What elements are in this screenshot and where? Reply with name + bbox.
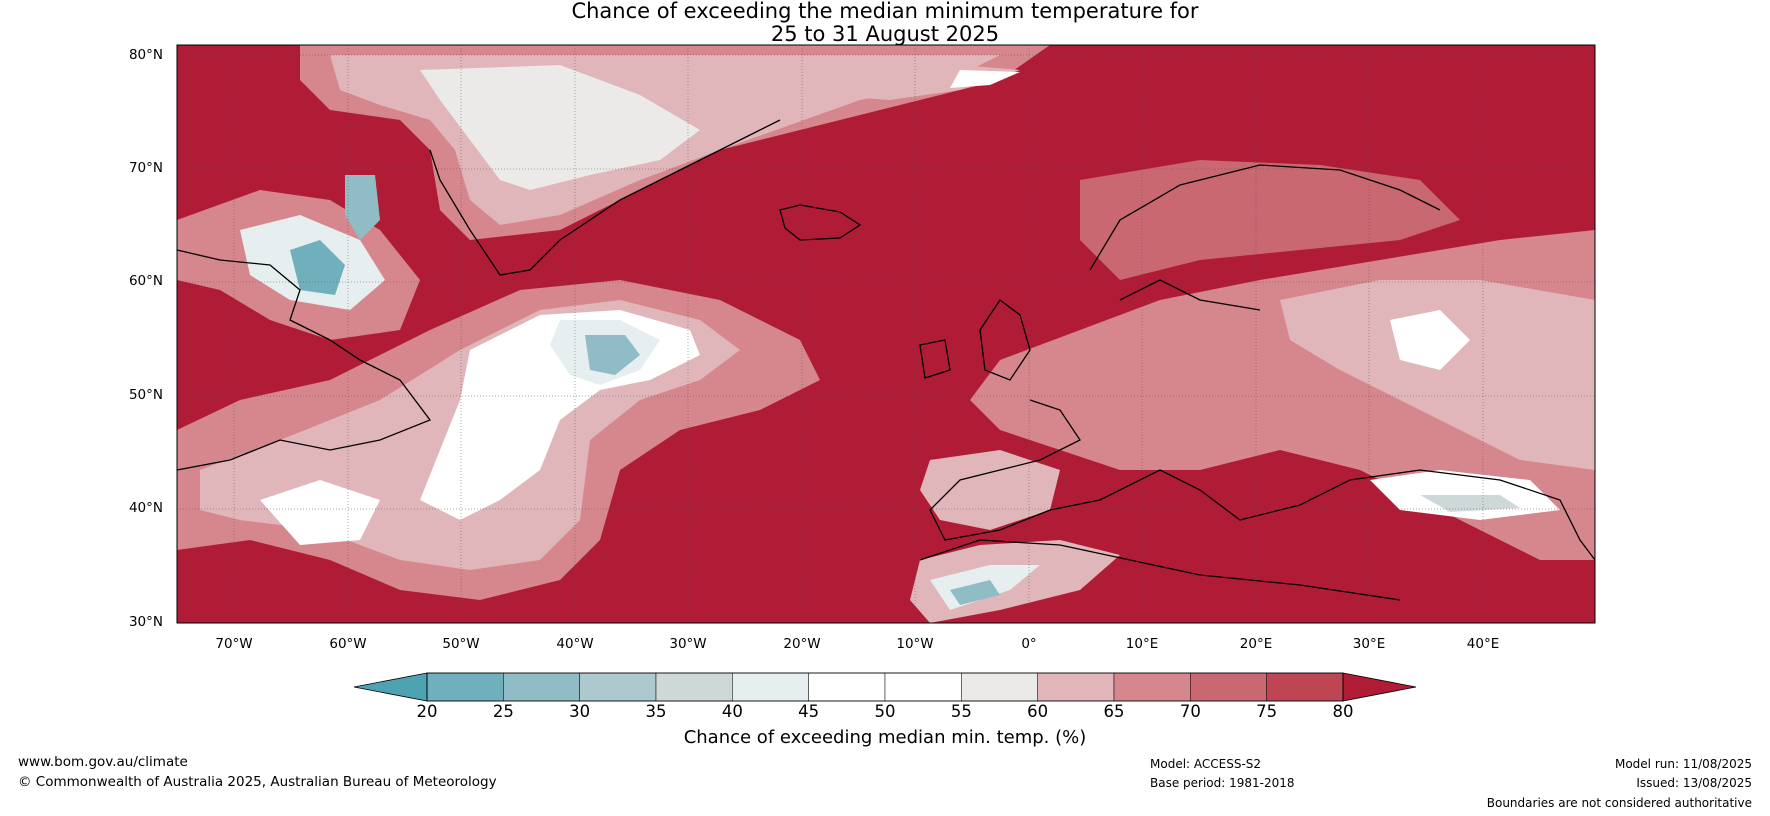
africa-zone-30 <box>950 580 1000 605</box>
lon-label-20w: 20°W <box>783 636 821 652</box>
colorbar-cell <box>579 672 657 702</box>
colorbar-cell <box>884 672 962 702</box>
great-britain-coast <box>979 299 1031 381</box>
colorbar-high-extend <box>1342 672 1417 702</box>
colorbar-tick-label: 50 <box>874 702 896 721</box>
russia-zone-65 <box>1280 280 1595 470</box>
iceland-coast <box>779 204 862 241</box>
colorbar-tick-label: 55 <box>950 702 972 721</box>
colorbar-cell <box>961 672 1038 702</box>
colorbar-tick-label: 65 <box>1103 702 1125 721</box>
footer-issued: Issued: 13/08/2025 <box>1636 776 1752 790</box>
lon-label-10w: 10°W <box>896 636 934 652</box>
ireland-coast <box>919 339 951 379</box>
lon-label-0: 0° <box>1021 636 1037 652</box>
colorbar-cell <box>655 672 733 702</box>
footer-disclaimer: Boundaries are not considered authoritat… <box>1486 796 1752 810</box>
atlantic-zone-30 <box>585 335 640 375</box>
lon-label-20e: 20°E <box>1239 636 1273 652</box>
lon-label-50w: 50°W <box>442 636 480 652</box>
coastlines <box>177 119 1595 601</box>
map-frame <box>176 44 1596 624</box>
map-title-line1: Chance of exceeding the median minimum t… <box>571 0 1199 23</box>
lon-label-30e: 30°E <box>1352 636 1386 652</box>
colorbar-tick-label: 80 <box>1332 702 1354 721</box>
black-sea-zone-35 <box>1420 495 1520 512</box>
colorbar-cell <box>732 672 809 702</box>
lat-label-70n: 70°N <box>128 160 163 176</box>
lat-label-40n: 40°N <box>128 500 163 516</box>
colorbar-tick-label: 25 <box>492 702 514 721</box>
colorbar-low-extend <box>353 672 428 702</box>
map-fields <box>177 45 1595 623</box>
colorbar-tick-label: 70 <box>1179 702 1201 721</box>
colorbar-cell <box>503 672 580 702</box>
lon-label-70w: 70°W <box>215 636 253 652</box>
colorbar-tick-label: 35 <box>645 702 667 721</box>
colorbar-tick-label: 40 <box>721 702 743 721</box>
labrador-zone-25 <box>290 240 345 295</box>
lon-label-10e: 10°E <box>1125 636 1159 652</box>
lon-label-60w: 60°W <box>329 636 367 652</box>
footer-base-period: Base period: 1981-2018 <box>1150 776 1295 790</box>
colorbar-cell <box>1037 672 1115 702</box>
footer-model: Model: ACCESS-S2 <box>1150 757 1262 771</box>
north-america-coast <box>177 249 432 471</box>
colorbar-tick-label: 20 <box>416 702 438 721</box>
footer-url: www.bom.gov.au/climate <box>18 754 188 770</box>
footer-copyright: © Commonwealth of Australia 2025, Austra… <box>18 774 497 790</box>
colorbar-cell <box>808 672 886 702</box>
lon-label-40e: 40°E <box>1466 636 1500 652</box>
colorbar-label: Chance of exceeding median min. temp. (%… <box>683 727 1087 748</box>
north-africa-coast <box>919 539 1401 601</box>
greenland-zone-60 <box>420 65 700 190</box>
footer-model-run: Model run: 11/08/2025 <box>1614 757 1752 771</box>
atlantic-zone-55b <box>260 480 380 545</box>
europe-coast <box>929 164 1595 561</box>
arctic-zone-55 <box>950 70 1020 88</box>
lon-label-40w: 40°W <box>556 636 594 652</box>
greenland-coast <box>429 119 781 276</box>
colorbar-tick-label: 60 <box>1027 702 1049 721</box>
colorbar-cell <box>1190 672 1267 702</box>
colorbar-tick-label: 30 <box>569 702 591 721</box>
scandinavia-zone-75 <box>1080 160 1460 280</box>
lat-label-30n: 30°N <box>128 614 163 630</box>
lat-label-50n: 50°N <box>128 387 163 403</box>
colorbar-cell <box>1113 672 1191 702</box>
colorbar-cell <box>426 672 504 702</box>
baffin-zone-30 <box>345 175 380 240</box>
graticule <box>177 45 1595 623</box>
iberia-zone-65 <box>920 450 1060 530</box>
colorbar-tick-label: 45 <box>798 702 820 721</box>
russia-zone-55 <box>1390 310 1470 370</box>
colorbar-cell <box>1266 672 1344 702</box>
lat-label-60n: 60°N <box>128 273 163 289</box>
lat-label-80n: 80°N <box>128 47 163 63</box>
map-title-line2: 25 to 31 August 2025 <box>770 22 1000 46</box>
lon-label-30w: 30°W <box>669 636 707 652</box>
colorbar-frame <box>426 672 1344 702</box>
colorbar-tick-label: 75 <box>1256 702 1278 721</box>
